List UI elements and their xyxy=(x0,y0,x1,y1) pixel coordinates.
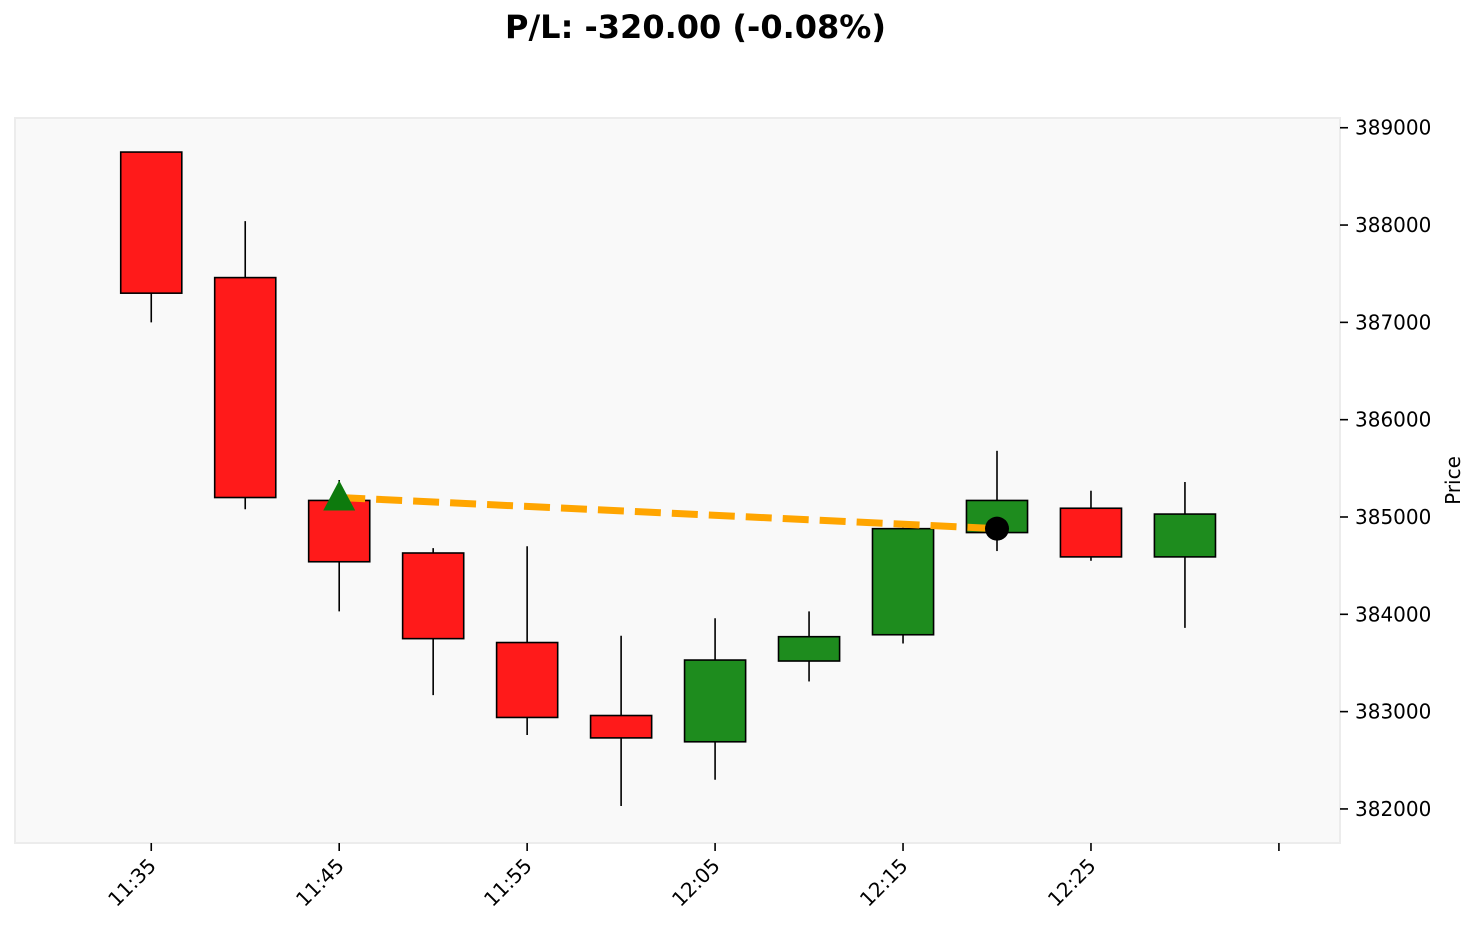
candle-body-down xyxy=(307,499,371,563)
chart-title: P/L: -320.00 (-0.08%) xyxy=(505,8,886,46)
candle-body-down xyxy=(213,276,277,499)
x-tick-label: 11:35 xyxy=(103,854,161,912)
x-tick-label: 12:25 xyxy=(1043,854,1101,912)
candle xyxy=(495,546,559,735)
candle xyxy=(871,527,935,644)
x-tick-label: 12:15 xyxy=(855,854,913,912)
y-axis-label: Price xyxy=(1441,456,1465,505)
candle xyxy=(401,548,465,696)
x-tick-label: 12:05 xyxy=(667,854,725,912)
candle xyxy=(213,221,277,510)
candle xyxy=(683,618,747,780)
y-tick-label: 383000 xyxy=(1355,700,1431,724)
trade-layer xyxy=(323,480,1010,541)
candle xyxy=(119,151,183,323)
candle xyxy=(777,611,841,682)
entry-marker xyxy=(323,480,356,511)
y-tick-label: 384000 xyxy=(1355,602,1431,626)
exit-marker xyxy=(985,516,1010,541)
candle-body-down xyxy=(119,151,183,294)
candle xyxy=(1059,490,1123,561)
y-tick-label: 389000 xyxy=(1355,116,1431,140)
x-tick-label: 11:55 xyxy=(479,854,537,912)
y-tick-label: 382000 xyxy=(1355,797,1431,821)
x-axis: 11:35 11:45 11:55 12:05 12:15 12:25 xyxy=(103,843,1280,912)
candle-body-up xyxy=(1153,513,1217,558)
y-tick-label: 388000 xyxy=(1355,213,1431,237)
candle-body-up xyxy=(871,527,935,636)
y-tick-label: 387000 xyxy=(1355,310,1431,334)
candle-body-up xyxy=(683,659,747,743)
x-tick-label: 11:45 xyxy=(291,854,349,912)
candle-body-down xyxy=(495,641,559,719)
candle-body-up xyxy=(777,635,841,662)
plot-area xyxy=(14,117,1341,844)
candles-layer xyxy=(119,151,1217,807)
y-tick-label: 385000 xyxy=(1355,505,1431,529)
candle-body-down xyxy=(401,552,465,640)
y-tick-label: 386000 xyxy=(1355,408,1431,432)
candle-body-down xyxy=(589,714,653,739)
candle xyxy=(589,635,653,807)
candle-body-down xyxy=(1059,507,1123,558)
candle xyxy=(1153,481,1217,628)
y-axis: 382000 383000 384000 385000 386000 387000 3880… xyxy=(1340,116,1431,821)
